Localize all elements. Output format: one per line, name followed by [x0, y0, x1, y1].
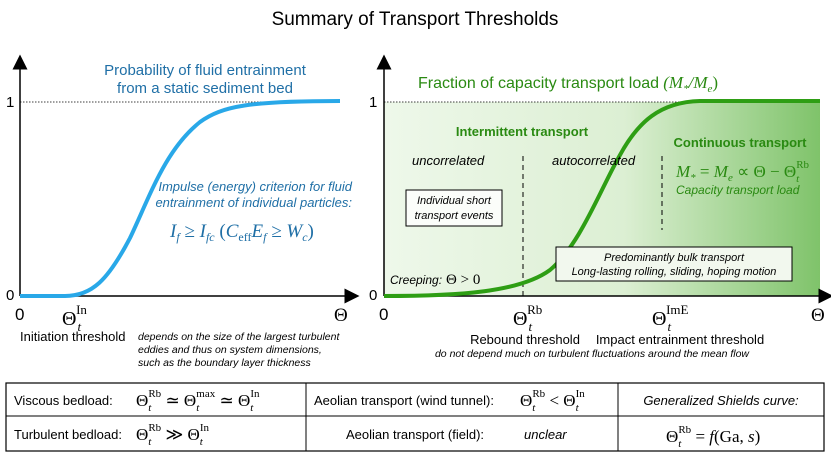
viscous-bedload-relation: ΘtRb ≃ Θtmax ≃ ΘtIn	[136, 388, 260, 414]
individual-events-box	[405, 189, 503, 227]
capacity-label: Capacity transport load	[676, 183, 800, 197]
bulk-box-line1: Predominantly bulk transport	[604, 252, 745, 264]
turbulent-bedload-relation: ΘtRb ≫ ΘtIn	[136, 422, 209, 448]
left-x-tick-0: 0	[15, 305, 24, 324]
right-y-tick-1: 1	[369, 94, 377, 111]
autocorrelated-label: autocorrelated	[552, 153, 636, 168]
initiation-note-2: eddies and thus on system dimensions,	[138, 344, 322, 356]
left-entrainment-curve	[20, 99, 341, 298]
criterion-line1: Impulse (energy) criterion for fluid	[158, 179, 352, 194]
left-x-axis-symbol: Θ	[334, 305, 348, 326]
creeping-label: Creeping: Θ > 0	[390, 272, 480, 288]
right-x-axis-symbol: Θ	[811, 305, 825, 326]
shields-curve-label: Generalized Shields curve:	[643, 393, 799, 408]
table-border	[5, 382, 825, 452]
rebound-threshold-label: Rebound threshold	[470, 332, 580, 347]
criterion-line2: entrainment of individual particles:	[155, 195, 352, 210]
viscous-bedload-label: Viscous bedload:	[14, 393, 113, 408]
uncorrelated-label: uncorrelated	[412, 153, 485, 168]
threshold-table: Viscous bedload: ΘtRb ≃ Θtmax ≃ ΘtIn Tur…	[5, 382, 825, 452]
thresholds-note: do not depend much on turbulent fluctuat…	[435, 348, 750, 360]
continuous-label: Continuous transport	[674, 135, 808, 150]
right-x-tick-0: 0	[379, 305, 388, 324]
aeolian-tunnel-label: Aeolian transport (wind tunnel):	[314, 393, 494, 408]
initiation-note-3: such as the boundary layer thickness	[138, 357, 312, 369]
left-panel: 1 0 0 Θ Probability of fluid entrainment…	[6, 54, 360, 369]
shields-curve-relation: ΘtRb = f(Ga, s)	[666, 424, 760, 450]
left-y-tick-0: 0	[6, 287, 14, 304]
individual-box-line2: transport events	[415, 210, 494, 222]
left-y-tick-1: 1	[6, 94, 14, 111]
right-transport-curve	[383, 99, 820, 298]
figure-title: Summary of Transport Thresholds	[272, 9, 559, 30]
turbulent-bedload-label: Turbulent bedload:	[14, 427, 122, 442]
aeolian-field-value: unclear	[524, 427, 567, 442]
impact-threshold-label: Impact entrainment threshold	[596, 332, 764, 347]
aeolian-tunnel-relation: ΘtRb < ΘtIn	[520, 388, 585, 414]
rebound-threshold-symbol: ΘtRb	[513, 302, 542, 334]
individual-box-line1: Individual short	[417, 195, 492, 207]
left-heading-line2: from a static sediment bed	[117, 80, 293, 97]
left-heading-line1: Probability of fluid entrainment	[104, 62, 307, 79]
aeolian-field-label: Aeolian transport (field):	[346, 427, 484, 442]
right-panel: 1 0 0 Θ Fraction of capacity transport l…	[369, 54, 831, 360]
right-y-tick-0: 0	[369, 287, 377, 304]
bulk-box-line2: Long-lasting rolling, sliding, hoping mo…	[572, 266, 777, 278]
capacity-formula: M* = Me ∝ Θ − ΘtRb	[675, 159, 810, 185]
right-heading: Fraction of capacity transport load (M*/…	[418, 73, 718, 95]
bulk-transport-box	[555, 246, 793, 282]
intermittent-label: Intermittent transport	[456, 124, 589, 139]
initiation-note-1: depends on the size of the largest turbu…	[138, 331, 340, 343]
criterion-formula: If ≥ Ifc (CeffEf ≥ Wc)	[169, 221, 314, 244]
initiation-threshold-label: Initiation threshold	[20, 329, 126, 344]
impact-threshold-symbol: ΘtImE	[652, 302, 689, 334]
